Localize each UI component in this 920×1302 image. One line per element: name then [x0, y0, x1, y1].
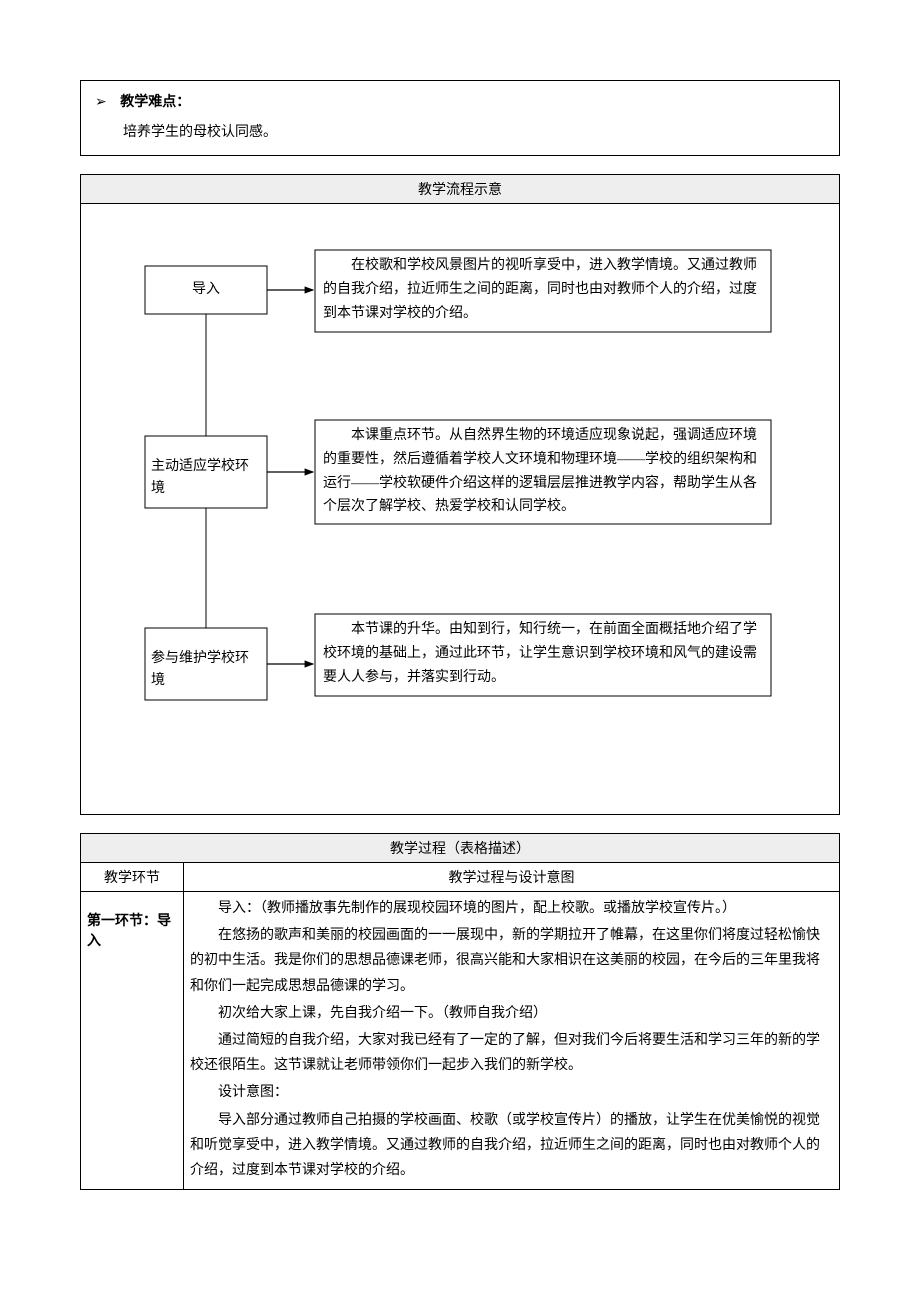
process-paragraph: 导入部分通过教师自己拍摄的学校画面、校歌（或学校宣传片）的播放，让学生在优美愉悦… [190, 1108, 833, 1184]
process-paragraph: 导入：（教师播放事先制作的展现校园环境的图片，配上校歌。或播放学校宣传片。） [190, 896, 833, 921]
flow-node-label: 导入 [145, 266, 267, 314]
flow-node-label: 主动适应学校环境 [145, 442, 267, 514]
process-table: 教学过程（表格描述） 教学环节 教学过程与设计意图 第一环节：导入 导入：（教师… [80, 833, 840, 1190]
process-paragraph: 通过简短的自我介绍，大家对我已经有了一定的了解，但对我们今后将要生活和学习三年的… [190, 1028, 833, 1078]
difficulty-label: 教学难点： [120, 95, 190, 110]
process-col1: 教学环节 [81, 863, 184, 892]
flow-desc: 在校歌和学校风景图片的视听享受中，进入教学情境。又通过教师的自我介绍，拉近师生之… [315, 250, 771, 329]
flow-desc: 本节课的升华。由知到行，知行统一，在前面全面概括地介绍了学校环境的基础上，通过此… [315, 614, 771, 693]
process-body: 导入：（教师播放事先制作的展现校园环境的图片，配上校歌。或播放学校宣传片。）在悠… [184, 892, 840, 1190]
flow-diagram: 导入主动适应学校环境参与维护学校环境 在校歌和学校风景图片的视听享受中，进入教学情… [80, 204, 840, 815]
difficulty-box: ➢ 教学难点： 培养学生的母校认同感。 [80, 80, 840, 156]
flow-desc: 本课重点环节。从自然界生物的环境适应现象说起，强调适应环境的重要性，然后遵循着学… [315, 420, 771, 523]
process-paragraph: 初次给大家上课，先自我介绍一下。（教师自我介绍） [190, 1001, 833, 1026]
flow-node-label: 参与维护学校环境 [145, 634, 267, 706]
process-paragraph: 在悠扬的歌声和美丽的校园画面的一一展现中，新的学期拉开了帷幕，在这里你们将度过轻… [190, 923, 833, 999]
difficulty-header: ➢ 教学难点： [95, 91, 825, 111]
difficulty-text: 培养学生的母校认同感。 [123, 121, 825, 141]
process-paragraph: 设计意图： [190, 1080, 833, 1105]
stage-cell: 第一环节：导入 [81, 892, 184, 1190]
bullet-icon: ➢ [95, 93, 107, 109]
stage1-title: 第一环节：导入 [87, 912, 171, 948]
process-title: 教学过程（表格描述） [81, 834, 840, 863]
process-col2: 教学过程与设计意图 [184, 863, 840, 892]
flow-title: 教学流程示意 [80, 174, 840, 204]
